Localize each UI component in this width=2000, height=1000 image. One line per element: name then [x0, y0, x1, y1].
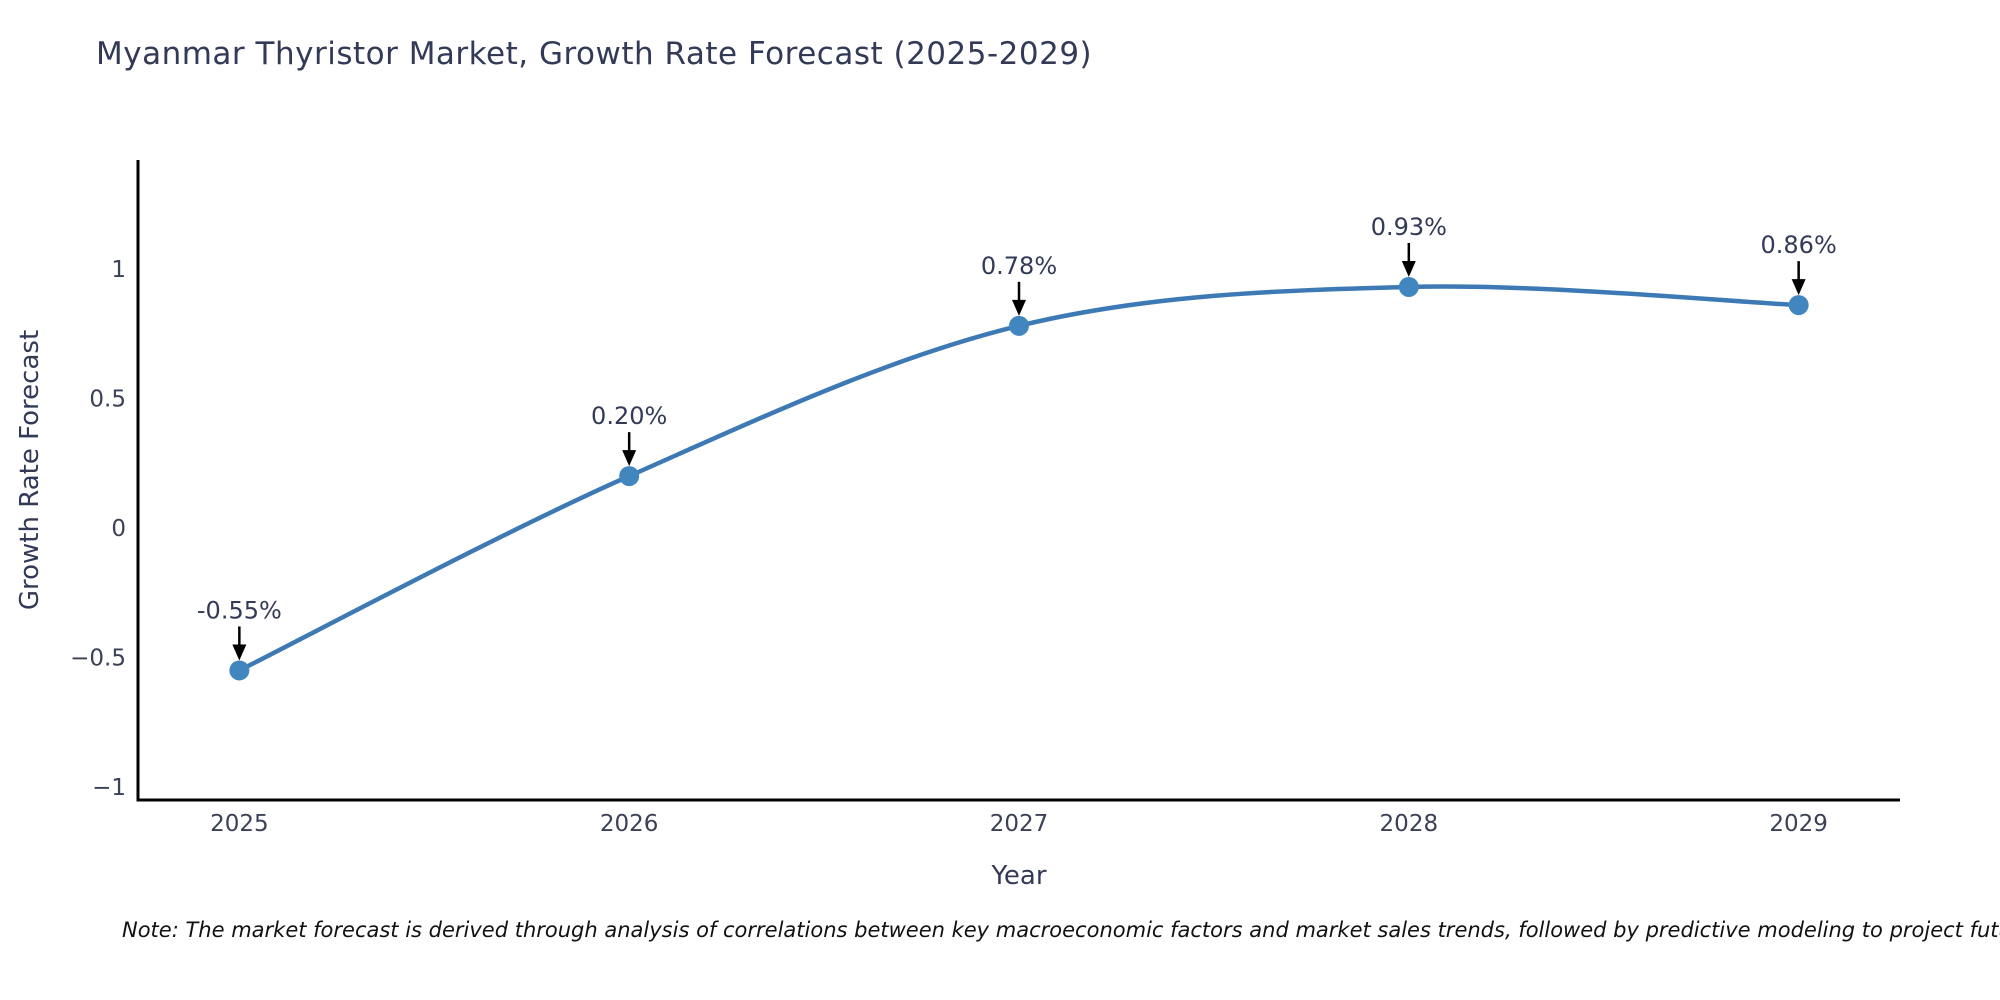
annotation-arrowhead-icon: [1791, 279, 1806, 296]
footnote: Note: The market forecast is derived thr…: [122, 918, 2000, 942]
x-tick-label: 2027: [990, 811, 1049, 837]
annotation-label: 0.20%: [591, 402, 667, 430]
data-point-marker: [1009, 315, 1029, 336]
annotation-arrowhead-icon: [1401, 260, 1416, 277]
data-point-marker: [229, 660, 250, 681]
y-tick-label: 0: [111, 516, 126, 542]
y-tick-label: −0.5: [70, 645, 126, 671]
annotation-label: 0.93%: [1371, 213, 1447, 241]
series-line: [238, 284, 1799, 673]
annotation-label: 0.86%: [1761, 231, 1837, 259]
x-tick-label: 2029: [1769, 811, 1828, 837]
y-tick-label: 0.5: [89, 386, 126, 412]
data-point-marker: [1398, 276, 1419, 297]
x-axis-title: Year: [991, 861, 1047, 891]
data-point-marker: [619, 466, 640, 487]
x-tick-label: 2028: [1380, 811, 1439, 837]
annotation-label: 0.78%: [981, 252, 1057, 280]
annotation-arrowhead-icon: [622, 450, 637, 467]
x-tick-label: 2025: [210, 811, 269, 837]
axis-spines: [136, 160, 1900, 802]
annotation-label: -0.55%: [197, 596, 282, 624]
data-point-marker: [1788, 295, 1809, 316]
chart-title: Myanmar Thyristor Market, Growth Rate Fo…: [96, 36, 1093, 72]
annotation-arrowhead-icon: [1012, 299, 1026, 316]
x-tick-label: 2026: [600, 811, 659, 837]
annotation-arrowhead-icon: [232, 644, 247, 661]
y-tick-label: −1: [92, 775, 126, 801]
y-tick-label: 1: [111, 257, 126, 283]
